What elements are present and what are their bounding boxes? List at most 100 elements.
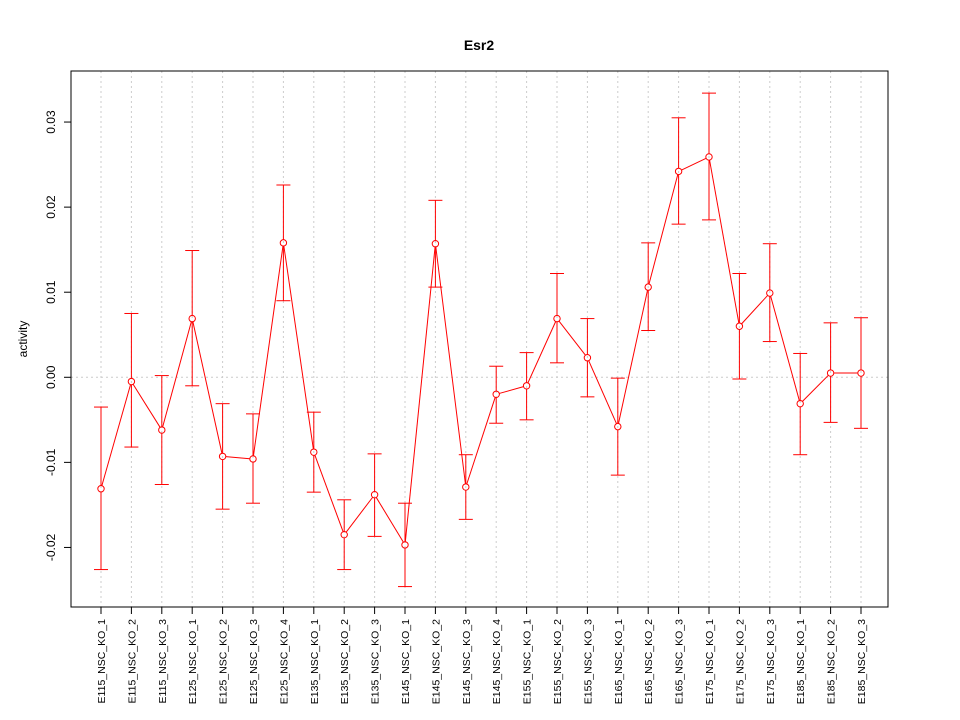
data-point xyxy=(218,452,227,461)
data-point xyxy=(766,289,774,297)
error-bar xyxy=(215,403,230,510)
series-segment xyxy=(404,246,436,542)
data-point xyxy=(249,455,257,463)
y-axis: -0.02 -0.01 0.00 0.01 0.02 0.03 xyxy=(44,110,71,561)
data-point xyxy=(857,369,865,377)
series-segment xyxy=(466,397,496,485)
error-bar xyxy=(823,322,838,423)
x-tick-label: E145_NSC_KO_3 xyxy=(461,619,473,704)
data-point xyxy=(644,283,652,291)
series-segment xyxy=(252,245,284,456)
error-bar xyxy=(276,184,291,302)
series-segment xyxy=(709,159,740,324)
data-point xyxy=(431,240,440,248)
data-point xyxy=(127,377,136,386)
error-bar xyxy=(762,243,777,343)
y-tick-label: 0.03 xyxy=(44,110,58,134)
x-tick-label: E135_NSC_KO_2 xyxy=(339,619,351,704)
data-point xyxy=(340,530,348,539)
error-bar xyxy=(306,411,321,493)
error-bar xyxy=(580,318,595,398)
x-axis: E115_NSC_KO_1 E115_NSC_KO_2 E115_NSC_KO_3 E… xyxy=(96,607,868,704)
x-tick-label: E175_NSC_KO_2 xyxy=(734,619,746,704)
grid xyxy=(100,71,862,607)
data-point xyxy=(401,541,409,549)
series-segment xyxy=(802,374,829,402)
plot-frame xyxy=(70,70,889,608)
series-segment xyxy=(314,454,344,532)
error-bar xyxy=(185,250,200,387)
error-bar xyxy=(702,92,716,221)
series-segment xyxy=(192,321,223,454)
error-bar xyxy=(489,365,504,424)
data-point xyxy=(522,382,531,390)
error-bar xyxy=(671,117,686,225)
series-segment xyxy=(558,320,586,356)
x-tick-label: E125_NSC_KO_1 xyxy=(187,619,199,704)
error-bar xyxy=(550,272,564,364)
data-point xyxy=(462,483,470,491)
data-point xyxy=(583,354,592,362)
error-bar xyxy=(610,377,625,476)
series-segment xyxy=(162,321,192,428)
series-segment xyxy=(527,321,557,384)
data-point xyxy=(310,448,318,456)
data-point xyxy=(614,422,622,431)
series-segment xyxy=(648,174,679,285)
x-tick-label: E165_NSC_KO_2 xyxy=(643,619,655,704)
error-bar xyxy=(367,453,382,537)
data-point xyxy=(796,399,804,408)
series xyxy=(94,92,868,588)
series-segment xyxy=(345,496,374,533)
y-tick-label: -0.01 xyxy=(44,448,58,476)
data-point xyxy=(735,322,744,330)
series-segment xyxy=(375,497,404,543)
series-segment xyxy=(435,246,466,484)
data-point xyxy=(826,369,835,377)
error-bar xyxy=(428,199,443,288)
data-point xyxy=(370,490,379,499)
error-bar xyxy=(246,413,260,504)
x-tick-label: E125_NSC_KO_3 xyxy=(248,619,260,704)
error-bar xyxy=(94,406,108,571)
error-bar xyxy=(793,352,808,456)
series-segment xyxy=(588,360,617,424)
x-tick-label: E175_NSC_KO_3 xyxy=(765,619,777,704)
error-bar xyxy=(154,375,169,485)
x-tick-label: E155_NSC_KO_1 xyxy=(522,619,534,704)
error-bar xyxy=(337,499,352,571)
series-segment xyxy=(617,290,649,424)
x-tick-label: E115_NSC_KO_1 xyxy=(96,619,108,704)
data-point xyxy=(158,426,166,434)
error-bar xyxy=(398,502,412,588)
data-point xyxy=(492,390,500,399)
x-tick-label: E145_NSC_KO_1 xyxy=(400,619,412,704)
data-point xyxy=(97,485,105,493)
error-bar xyxy=(854,317,868,429)
error-bar xyxy=(124,312,139,448)
x-tick-label: E145_NSC_KO_4 xyxy=(491,619,503,704)
data-point xyxy=(674,167,683,176)
x-tick-label: E135_NSC_KO_1 xyxy=(309,619,321,704)
error-bar xyxy=(519,352,534,421)
series-segment xyxy=(499,386,524,394)
x-tick-label: E165_NSC_KO_1 xyxy=(613,619,625,704)
data-point xyxy=(279,239,288,247)
chart-title: Esr2 xyxy=(464,37,495,53)
x-tick-label: E125_NSC_KO_2 xyxy=(218,619,230,704)
y-tick-label: 0.02 xyxy=(44,195,58,219)
series-segment xyxy=(283,245,314,450)
series-segment xyxy=(225,456,250,460)
x-tick-label: E135_NSC_KO_3 xyxy=(370,619,382,704)
error-bar xyxy=(641,242,656,331)
series-segment xyxy=(770,296,800,401)
y-tick-label: -0.02 xyxy=(44,533,58,561)
series-segment xyxy=(741,295,769,325)
x-tick-label: E155_NSC_KO_2 xyxy=(552,619,564,704)
data-point xyxy=(188,314,196,323)
x-tick-label: E115_NSC_KO_3 xyxy=(157,619,169,704)
x-tick-label: E175_NSC_KO_1 xyxy=(704,619,716,704)
x-tick-label: E115_NSC_KO_2 xyxy=(126,619,138,704)
x-tick-label: E165_NSC_KO_3 xyxy=(674,619,686,704)
